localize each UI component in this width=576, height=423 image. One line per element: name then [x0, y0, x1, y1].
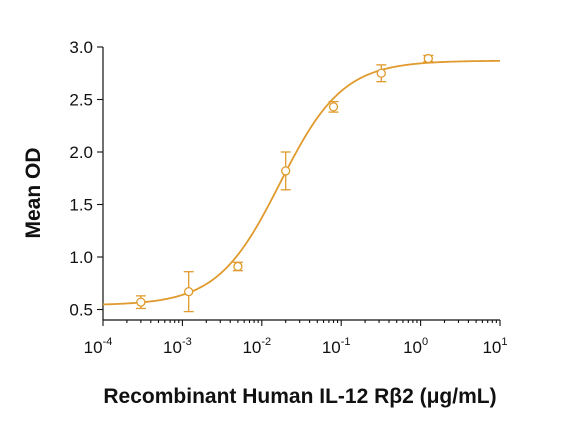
- fit-curve-group: [102, 59, 501, 306]
- y-tick-label: 1.5: [69, 196, 93, 215]
- data-point: [376, 68, 386, 78]
- y-tick-label: 1.0: [69, 248, 93, 267]
- x-tick-label: 100: [403, 336, 428, 357]
- y-tick-label: 2.5: [69, 91, 93, 110]
- y-axis-title: Mean OD: [22, 147, 45, 238]
- data-point: [281, 166, 291, 176]
- data-point: [233, 261, 243, 272]
- axes: 0.5 1.0 1.5 2.0 2.5 3.0 10-4 10-3 10-2 10-1 100 101: [69, 38, 507, 357]
- y-tick-label: 0.5: [69, 301, 93, 320]
- x-axis-title: Recombinant Human IL-12 Rβ2 (μg/mL): [103, 385, 496, 408]
- data-point: [184, 286, 194, 297]
- y-tick-label: 2.0: [69, 143, 93, 162]
- data-point: [328, 102, 339, 112]
- x-tick-label: 10-1: [322, 336, 351, 357]
- x-tick-label: 101: [482, 336, 507, 357]
- x-tick-label: 10-4: [84, 336, 113, 357]
- axis-labels-group: Recombinant Human IL-12 Rβ2 (μg/mL) Mean…: [22, 147, 497, 408]
- data-points-group: [135, 53, 434, 313]
- y-tick-label: 3.0: [69, 38, 93, 57]
- x-tick-label: 10-2: [242, 336, 271, 357]
- x-tick-label: 10-3: [163, 336, 192, 357]
- data-point: [136, 297, 146, 307]
- data-point: [423, 53, 433, 64]
- fit-curve: [102, 59, 501, 306]
